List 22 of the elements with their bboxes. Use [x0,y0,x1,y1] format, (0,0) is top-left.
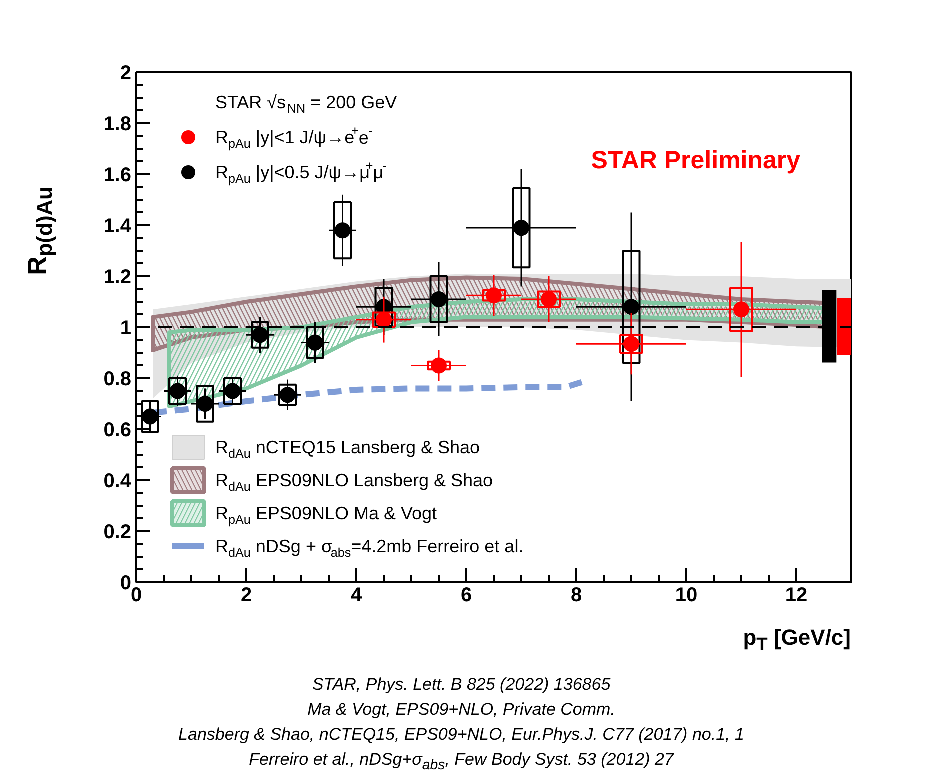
x-tick-label: 10 [675,584,698,606]
y-tick-label: 0.6 [104,420,132,442]
x-axis-title: p$_{T}$ [GeV/c] [742,624,851,656]
x-tick-label: 12 [785,584,808,606]
x-tick-label: 8 [570,584,582,606]
y-tick-label: 1.8 [104,114,132,136]
y-tick-label: 1.6 [104,164,132,186]
y-tick-label: 1.2 [104,266,132,288]
y-tick-label: 0.2 [104,522,132,544]
y-tick-label: 1.4 [104,216,132,238]
y-tick-label: 0.8 [104,368,132,390]
annotation: STAR Preliminary [591,146,801,174]
text: Ma & Vogt, EPS09+NLO, Private Comm. [306,699,616,721]
text: STAR, Phys. Lett. B 825 (2022) 136865 [311,674,612,696]
x-tick-label: 2 [240,584,252,606]
y-tick-label: 2 [120,62,132,84]
text: Lansberg & Shao, nCTEQ15, EPS09+NLO, Eur.Phys.J. C77 (2017) no.1, 1 [178,724,746,746]
x-tick-label: 6 [460,584,472,606]
text: Ferreiro et al., nDSg+σ$_{abs}$, Few Body Syst. 53 (2012) 27 [248,749,676,774]
y-tick-label: 1 [120,318,132,340]
x-tick-label: 4 [350,584,363,606]
y-tick-label: 0.4 [104,470,132,492]
